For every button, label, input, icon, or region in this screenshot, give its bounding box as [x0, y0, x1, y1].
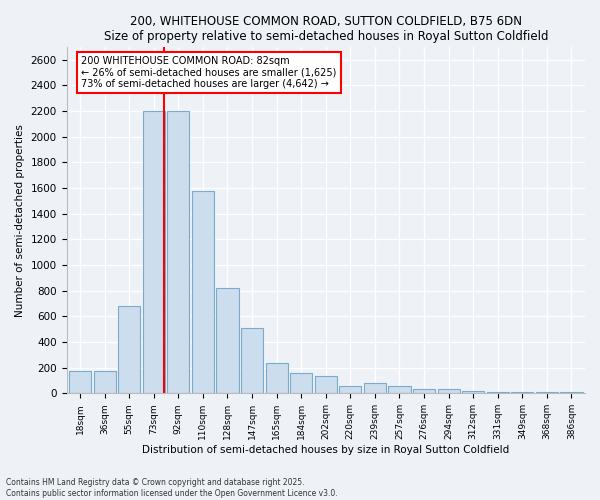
- Bar: [143, 111, 165, 394]
- Bar: [241, 328, 263, 394]
- Bar: [388, 386, 410, 394]
- Bar: [536, 392, 558, 394]
- Bar: [266, 362, 287, 394]
- X-axis label: Distribution of semi-detached houses by size in Royal Sutton Coldfield: Distribution of semi-detached houses by …: [142, 445, 509, 455]
- Text: Contains HM Land Registry data © Crown copyright and database right 2025.
Contai: Contains HM Land Registry data © Crown c…: [6, 478, 338, 498]
- Y-axis label: Number of semi-detached properties: Number of semi-detached properties: [15, 124, 25, 316]
- Bar: [339, 386, 361, 394]
- Bar: [560, 392, 583, 394]
- Bar: [94, 371, 116, 394]
- Bar: [118, 306, 140, 394]
- Bar: [217, 288, 239, 394]
- Bar: [413, 389, 435, 394]
- Bar: [290, 374, 312, 394]
- Text: 200 WHITEHOUSE COMMON ROAD: 82sqm
← 26% of semi-detached houses are smaller (1,6: 200 WHITEHOUSE COMMON ROAD: 82sqm ← 26% …: [81, 56, 337, 89]
- Bar: [462, 391, 484, 394]
- Bar: [192, 192, 214, 394]
- Bar: [487, 392, 509, 394]
- Bar: [364, 383, 386, 394]
- Bar: [69, 371, 91, 394]
- Bar: [167, 111, 190, 394]
- Bar: [511, 392, 533, 394]
- Bar: [437, 389, 460, 394]
- Title: 200, WHITEHOUSE COMMON ROAD, SUTTON COLDFIELD, B75 6DN
Size of property relative: 200, WHITEHOUSE COMMON ROAD, SUTTON COLD…: [104, 15, 548, 43]
- Bar: [315, 376, 337, 394]
